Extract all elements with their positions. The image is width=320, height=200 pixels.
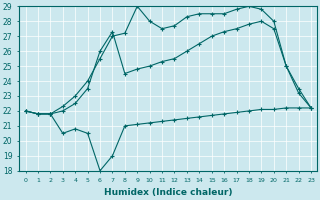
X-axis label: Humidex (Indice chaleur): Humidex (Indice chaleur) [104, 188, 233, 197]
